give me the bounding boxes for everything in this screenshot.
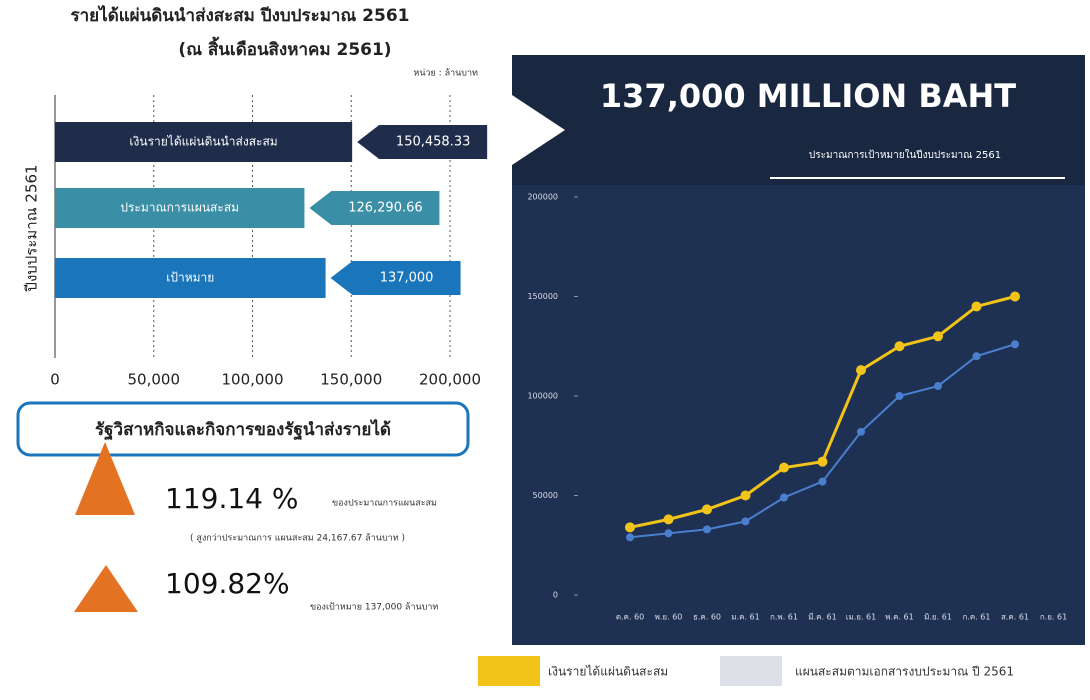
bar-label: เงินรายได้แผ่นดินนำส่งสะสม (129, 135, 277, 149)
y-tick-label: 0 (553, 591, 558, 600)
x-tick-label: ธ.ค. 60 (693, 613, 721, 622)
x-tick-label: 150,000 (320, 371, 382, 389)
bar-label: ประมาณการแผนสะสม (120, 201, 239, 215)
section-heading: รัฐวิสาหกิจและกิจการของรัฐนำส่งรายได้ (95, 419, 391, 441)
value-label: 150,458.33 (396, 135, 470, 150)
point (664, 529, 673, 538)
legend-label: เงินรายได้แผ่นดินสะสม (548, 665, 668, 679)
point (741, 517, 750, 526)
bar (55, 122, 353, 162)
point (663, 514, 674, 525)
x-tick-label: ก.พ. 61 (770, 613, 798, 622)
point (895, 392, 904, 400)
y-axis-label: ปีงบประมาณ 2561 (23, 164, 41, 292)
stat-value: 119.14 % (165, 482, 298, 515)
x-tick-label: มี.ค. 61 (808, 613, 836, 622)
value-callout (330, 261, 461, 295)
point (779, 462, 789, 473)
panel-subtitle: ประมาณการเป้าหมายในปีงบประมาณ 2561 (809, 149, 1001, 161)
left-title: รายได้แผ่นดินนำส่งสะสม ปีงบประมาณ 2561 (71, 5, 410, 26)
value-callout (309, 191, 440, 225)
point (818, 477, 827, 486)
stat-value: 109.82% (165, 567, 290, 600)
bar (55, 258, 326, 298)
point (702, 504, 712, 515)
left-subtitle: (ณ สิ้นเดือนสิงหาคม 2561) (178, 36, 391, 60)
panel-title: 137,000 MILLION BAHT (600, 77, 1016, 115)
unit-note: หน่วย : ล้านบาท (413, 68, 478, 79)
point (740, 490, 751, 501)
point (894, 341, 905, 352)
y-tick-label: 150000 (527, 292, 558, 301)
value-label: 126,290.66 (348, 201, 422, 216)
x-tick-label: ส.ค. 61 (1001, 613, 1029, 622)
point (857, 427, 865, 436)
point (972, 352, 981, 361)
stat-text: ของประมาณการแผนสะสม (332, 499, 437, 509)
section-box (16, 401, 470, 457)
y-tick-label: 100000 (527, 392, 558, 401)
point (933, 331, 943, 342)
y-tick-label: 200000 (527, 193, 558, 202)
point (703, 525, 711, 534)
plot-panel (512, 185, 1085, 645)
x-tick-label: 0 (50, 371, 60, 389)
point (856, 365, 866, 376)
x-tick-label: 50,000 (128, 371, 181, 389)
point (626, 533, 634, 542)
point (1011, 340, 1019, 349)
up-triangle (74, 565, 138, 612)
x-tick-label: 200,000 (419, 371, 481, 389)
point (817, 456, 828, 467)
up-triangle (75, 442, 135, 515)
legend-label: แผนสะสมตามเอกสารงบประมาณ ปี 2561 (795, 665, 1014, 679)
x-tick-label: มิ.ย. 61 (924, 613, 952, 622)
x-tick-label: ก.ค. 61 (962, 613, 990, 622)
value-label: 137,000 (380, 271, 434, 286)
x-tick-label: ก.ย. 61 (1040, 613, 1067, 622)
x-tick-label: 100,000 (221, 371, 283, 389)
bar (55, 188, 305, 228)
x-tick-label: พ.ย. 60 (655, 613, 683, 622)
x-tick-label: ต.ค. 60 (616, 613, 644, 622)
pointer (512, 95, 565, 165)
stat-text: ของเป้าหมาย 137,000 ล้านบาท (310, 602, 438, 613)
x-tick-label: พ.ค. 61 (885, 613, 913, 622)
legend-swatch (720, 656, 782, 686)
x-tick-label: ม.ค. 61 (731, 613, 759, 622)
legend-swatch (478, 656, 540, 686)
point (780, 493, 788, 502)
point (625, 522, 635, 533)
point (1010, 291, 1020, 302)
bar-label: เป้าหมาย (166, 271, 214, 285)
value-callout (357, 125, 488, 159)
stat-note: ( สูงกว่าประมาณการ แผนสะสม 24,167.67 ล้า… (190, 533, 405, 544)
point (934, 382, 942, 391)
point (971, 301, 982, 312)
x-tick-label: เม.ย. 61 (846, 613, 877, 622)
y-tick-label: 50000 (533, 491, 558, 500)
